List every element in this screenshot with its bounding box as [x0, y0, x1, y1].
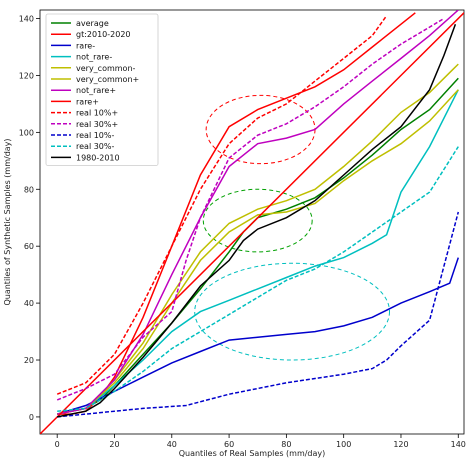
x-tick-label: 100: [336, 440, 351, 449]
legend: average gt:2010-2020 rare-not_rare-very_co…: [45, 13, 159, 167]
series-line-rare: [56, 257, 460, 415]
series-line-very-common: [57, 63, 459, 415]
legend-label: rare+: [76, 97, 99, 106]
y-tick-label: 80: [24, 185, 34, 194]
y-axis-label: Quantiles of Synthetic Samples (mm/day): [3, 138, 12, 305]
legend-box: [45, 13, 159, 167]
legend-label: not_rare+: [76, 86, 116, 95]
y-tick-label: 120: [19, 71, 34, 80]
y-tick-label: 60: [24, 242, 34, 251]
highlight-circle-2: [202, 188, 313, 253]
legend-label: real 30%+: [76, 120, 118, 129]
series-line-real-30: [57, 146, 459, 412]
series-line-not-rare: [57, 10, 459, 415]
y-tick-label: 140: [19, 15, 34, 24]
x-tick-label: 120: [393, 440, 408, 449]
x-tick-label: 80: [281, 440, 291, 449]
y-tick-label: 100: [19, 128, 34, 137]
legend-label: very_common+: [76, 75, 139, 84]
legend-label: real 10%+: [76, 109, 118, 118]
legend-label: average: [76, 19, 109, 28]
legend-label: gt:2010-2020: [76, 30, 131, 39]
legend-label: real 30%-: [76, 142, 114, 151]
legend-label: 1980-2010: [76, 153, 120, 162]
series-line-real-10: [57, 211, 460, 418]
x-tick-label: 60: [224, 440, 234, 449]
y-tick-label: 0: [29, 413, 34, 422]
y-tick-label: 20: [24, 356, 34, 365]
series-line-1980-2010: [57, 23, 457, 418]
x-tick-label: 20: [109, 440, 119, 449]
x-tick-label: 140: [451, 440, 466, 449]
highlight-circle-3: [194, 262, 391, 361]
x-tick-label: 0: [55, 440, 60, 449]
series-line-rare: [40, 12, 464, 434]
legend-label: rare-: [76, 41, 95, 50]
series-line-very-common: [57, 89, 459, 415]
legend-label: not_rare-: [76, 53, 112, 62]
series-line-real-30: [56, 17, 445, 401]
x-axis-label: Quantiles of Real Samples (mm/day): [179, 449, 326, 458]
legend-label: very_common-: [76, 64, 136, 73]
y-tick-label: 40: [24, 299, 34, 308]
x-tick-label: 40: [167, 440, 177, 449]
legend-label: real 10%-: [76, 131, 114, 140]
